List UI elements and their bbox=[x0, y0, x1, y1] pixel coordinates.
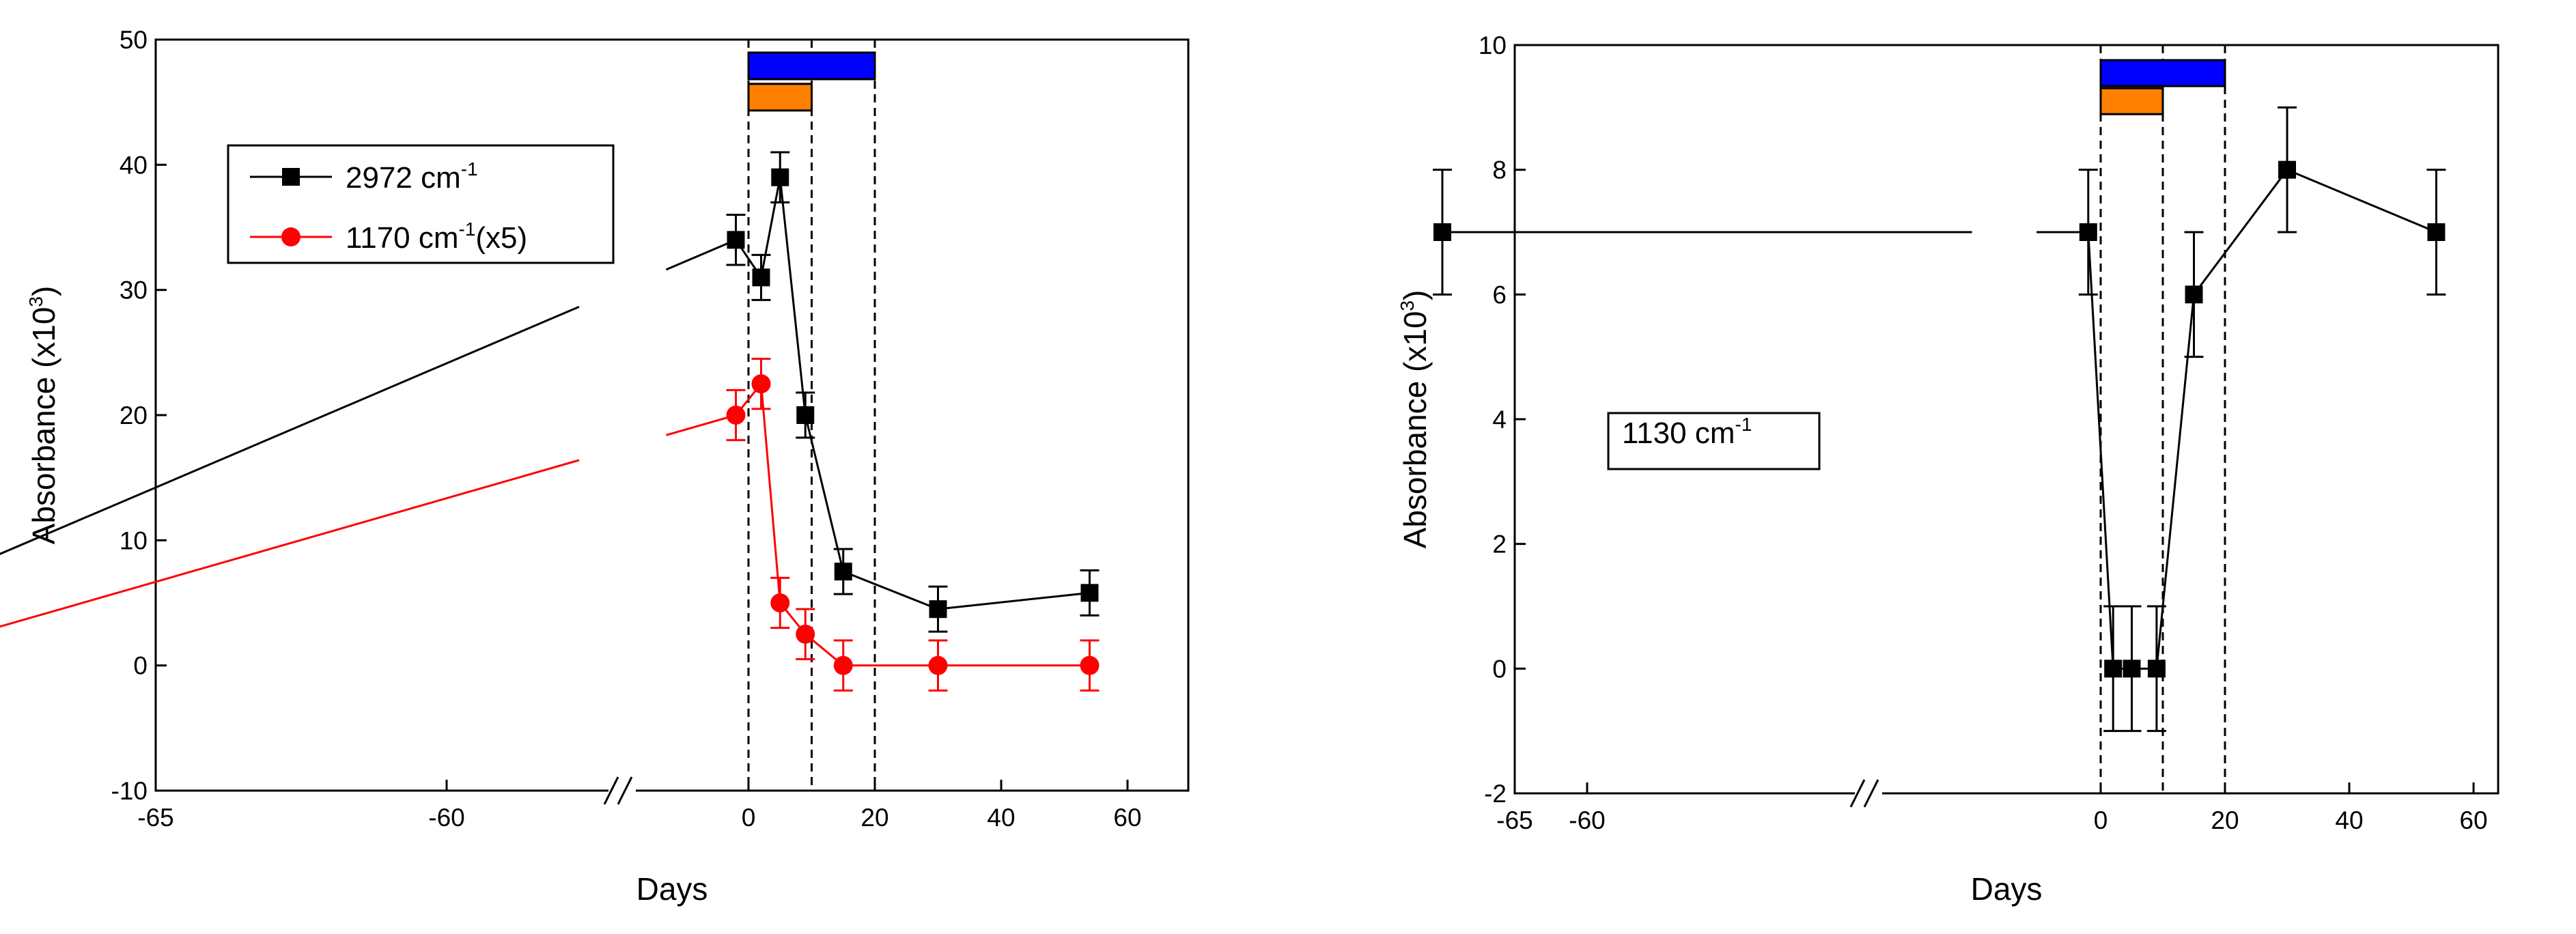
y-tick-label: 30 bbox=[120, 277, 148, 305]
data-point bbox=[2185, 285, 2203, 304]
y-axis-title: Absorbance (x103) bbox=[1397, 290, 1433, 549]
legend-label: 2972 cm-1 bbox=[346, 158, 478, 195]
y-axis-title: Absorbance (x103) bbox=[25, 286, 61, 545]
x-tick-label: -60 bbox=[428, 804, 464, 832]
series-line-segment bbox=[0, 459, 580, 628]
data-point bbox=[796, 406, 815, 424]
x-axis-title: Days bbox=[636, 871, 708, 907]
y-tick-label: 50 bbox=[120, 26, 148, 54]
data-point bbox=[752, 268, 770, 287]
axis-break-mark bbox=[603, 776, 619, 805]
x-axis-title: Days bbox=[1971, 871, 2043, 907]
x-tick-label: 0 bbox=[2094, 806, 2108, 834]
y-tick-label: 10 bbox=[120, 526, 148, 554]
y-tick-label: 0 bbox=[1492, 655, 1507, 683]
legend-box bbox=[1607, 412, 1821, 470]
y-tick-label: 8 bbox=[1492, 156, 1507, 184]
data-point bbox=[751, 374, 771, 394]
axis-break-gap bbox=[1855, 788, 1882, 799]
axis-break-mark bbox=[1849, 779, 1866, 808]
y-tick-label: -2 bbox=[1484, 780, 1507, 808]
data-point bbox=[1433, 223, 1451, 241]
data-point bbox=[2123, 660, 2141, 678]
data-point bbox=[834, 563, 852, 581]
data-point bbox=[929, 600, 947, 619]
data-point bbox=[2278, 160, 2296, 179]
data-point bbox=[727, 231, 745, 249]
legend-marker bbox=[282, 168, 300, 186]
y-tick-label: 40 bbox=[120, 151, 148, 179]
legend-label: 1170 cm-1(x5) bbox=[346, 218, 527, 255]
data-point bbox=[833, 655, 853, 675]
legend-marker bbox=[281, 227, 300, 246]
y-tick-label: 6 bbox=[1492, 281, 1507, 309]
series-line-segment bbox=[2087, 231, 2114, 669]
treatment-bar bbox=[747, 83, 813, 112]
y-tick-label: -10 bbox=[111, 777, 148, 805]
series-line-segment bbox=[760, 384, 781, 604]
data-point bbox=[2427, 223, 2446, 241]
treatment-bar bbox=[2099, 87, 2164, 115]
series-line-segment bbox=[2286, 169, 2437, 234]
x-tick-label: 60 bbox=[1113, 804, 1141, 832]
data-point bbox=[796, 624, 815, 644]
data-point bbox=[726, 406, 746, 425]
series-line-segment bbox=[938, 591, 1090, 610]
data-point bbox=[928, 655, 948, 675]
x-tick-label: 20 bbox=[2211, 806, 2239, 834]
treatment-bar bbox=[747, 51, 876, 81]
data-point bbox=[1080, 584, 1099, 602]
y-tick-label: 4 bbox=[1492, 406, 1507, 434]
axis-break-gap bbox=[608, 785, 636, 796]
right-chart-panel: -2 0 2 4 6 8 10 -65 -60 0 20 40 60 1130 cm-1 Days Absor… bbox=[1397, 31, 2500, 907]
series-line-segment bbox=[843, 570, 939, 610]
y-tick-label: 20 bbox=[120, 401, 148, 429]
y-tick-label: 10 bbox=[1479, 31, 1507, 59]
series-line-segment bbox=[0, 305, 580, 555]
x-tick-label: 60 bbox=[2459, 806, 2487, 834]
series-line-segment bbox=[2193, 169, 2288, 296]
left-chart-panel: -10 0 10 20 30 40 50 -65 -60 0 20 40 60 2972 cm-1 1170… bbox=[0, 26, 1190, 907]
data-point bbox=[2104, 660, 2123, 678]
data-point bbox=[771, 168, 789, 186]
legend-label: 1130 cm-1 bbox=[1622, 414, 1752, 450]
series-line-segment bbox=[666, 414, 736, 436]
x-tick-label: 0 bbox=[742, 804, 756, 832]
data-point bbox=[770, 593, 790, 612]
y-tick-label: 0 bbox=[133, 652, 148, 680]
x-tick-label: 40 bbox=[2335, 806, 2363, 834]
x-tick-label: -60 bbox=[1569, 806, 1605, 834]
series-line-segment bbox=[779, 177, 807, 416]
x-tick-label: 20 bbox=[860, 804, 888, 832]
treatment-bar bbox=[2099, 59, 2226, 87]
axis-break-mark bbox=[1863, 779, 1879, 808]
axis-break-mark bbox=[617, 776, 633, 805]
x-tick-label: -65 bbox=[137, 804, 173, 832]
x-tick-label: -65 bbox=[1496, 806, 1532, 834]
x-tick-label: 40 bbox=[987, 804, 1015, 832]
series-line-segment bbox=[804, 414, 845, 572]
data-point bbox=[2147, 660, 2166, 678]
series-line-segment bbox=[760, 177, 781, 278]
series-line-segment bbox=[665, 238, 737, 271]
y-tick-label: 2 bbox=[1492, 530, 1507, 558]
data-point bbox=[2079, 223, 2097, 241]
data-point bbox=[1080, 655, 1100, 675]
